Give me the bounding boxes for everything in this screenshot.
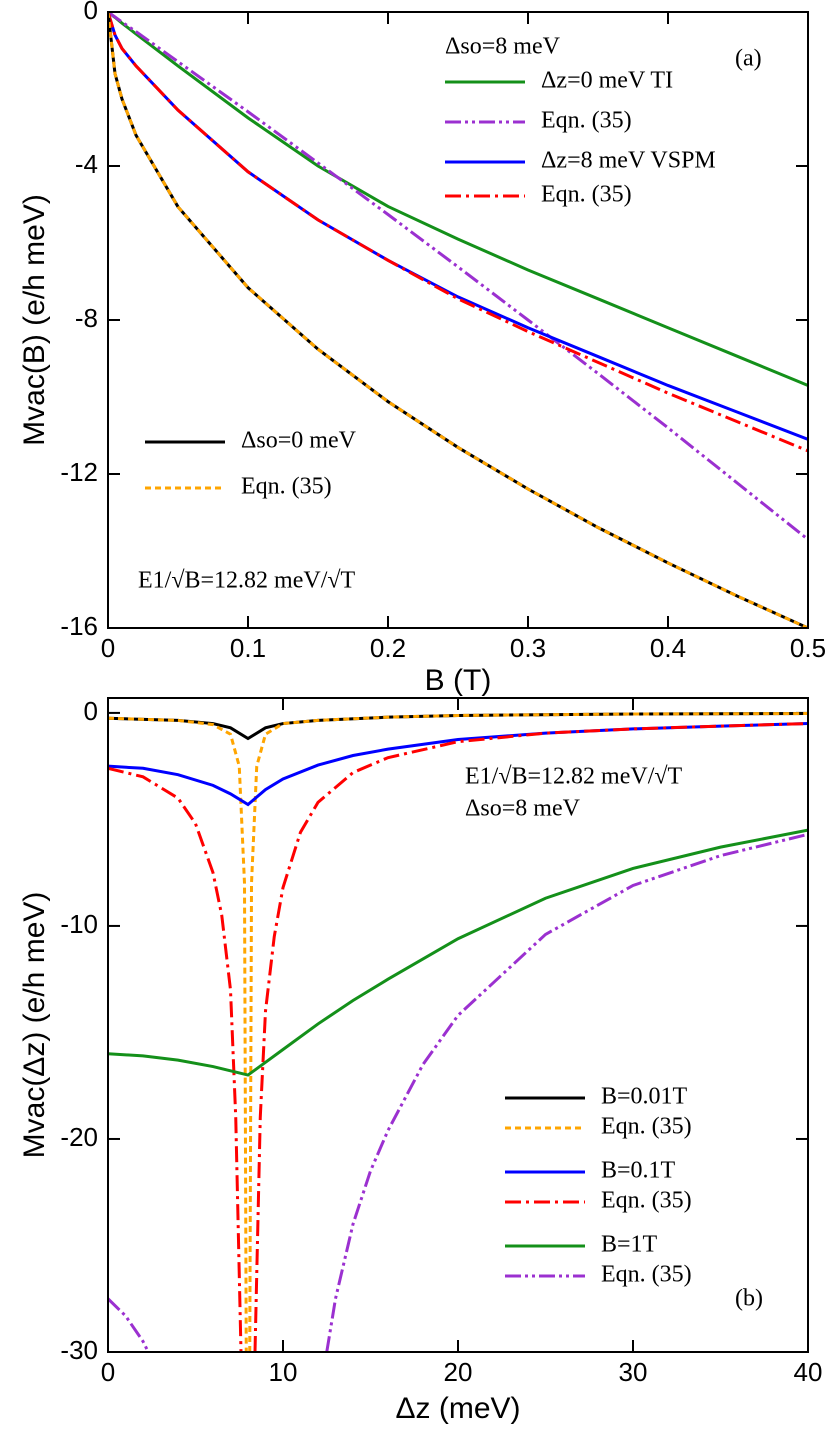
series-line: [108, 828, 808, 1077]
legend-label: B=0.1T: [601, 1158, 676, 1184]
y-tick-label: -10: [60, 909, 98, 939]
series-line: [108, 712, 808, 1352]
series-line: [108, 12, 808, 453]
x-tick-label: 0.1: [230, 633, 266, 663]
panel: 0 10 20 30 40 0 -10 -20 -30 Δz (meV) Mvac(Δz) (e/h…: [18, 696, 823, 1425]
series-line: [108, 12, 808, 441]
y-tick-label: -20: [60, 1122, 98, 1152]
y-axis-title: Mvac(B) (e/h meV): [18, 194, 51, 446]
x-tick-label: 20: [444, 1357, 473, 1387]
series-line: [108, 722, 808, 1352]
series-line: [108, 12, 808, 628]
legend-label: Eqn. (35): [541, 182, 632, 208]
y-axis-title: Mvac(Δz) (e/h meV): [18, 892, 51, 1159]
legend-label: Eqn. (35): [241, 474, 332, 500]
legend-label: Eqn. (35): [601, 1262, 692, 1288]
x-tick-label: 40: [794, 1357, 823, 1387]
x-tick-label: 0: [101, 633, 115, 663]
annotation: Δso=8 meV: [465, 796, 581, 822]
annotation: Δso=8 meV: [445, 34, 561, 60]
y-tick-label: -30: [60, 1335, 98, 1365]
plot-frame: [107, 697, 809, 1353]
y-tick-label: 0: [84, 696, 98, 726]
legend-label: Eqn. (35): [601, 1114, 692, 1140]
legend-label: Δz=8 meV VSPM: [541, 148, 716, 174]
annotation: E1/√B=12.82 meV/√T: [138, 568, 356, 594]
y-tick-label: -12: [60, 457, 98, 487]
x-tick-label: 0.3: [510, 633, 546, 663]
x-tick-label: 0.5: [790, 633, 826, 663]
x-axis-title: B (T): [425, 664, 492, 697]
plot-frame: [107, 11, 809, 629]
series-line: [108, 832, 808, 1352]
x-tick-label: 30: [619, 1357, 648, 1387]
y-tick-label: -16: [60, 611, 98, 641]
x-tick-label: 0.2: [370, 633, 406, 663]
x-tick-label: 0.4: [650, 633, 686, 663]
legend-label: Δso=0 meV: [241, 428, 357, 454]
y-tick-label: -4: [75, 149, 98, 179]
x-axis-title: Δz (meV): [395, 1392, 520, 1425]
legend-label: Eqn. (35): [541, 108, 632, 134]
series-line: [108, 722, 808, 807]
legend-label: B=1T: [601, 1232, 658, 1258]
x-tick-label: 0: [101, 1357, 115, 1387]
series-line: [108, 12, 808, 628]
annotation: E1/√B=12.82 meV/√T: [465, 764, 683, 790]
legend-label: B=0.01T: [601, 1084, 688, 1110]
panel-label: (b): [735, 1286, 763, 1312]
y-tick-label: 0: [84, 0, 98, 25]
series-line: [108, 12, 808, 541]
panel-label: (a): [735, 46, 762, 72]
panel: 0 0.1 0.2 0.3 0.4 0.5 0 -4 -8 -12 -16 B (T) Mvac(B) …: [18, 0, 826, 697]
series-line: [108, 12, 808, 387]
legend-label: Eqn. (35): [601, 1188, 692, 1214]
x-tick-label: 10: [269, 1357, 298, 1387]
legend-label: Δz=0 meV TI: [541, 68, 673, 94]
y-tick-label: -8: [75, 303, 98, 333]
